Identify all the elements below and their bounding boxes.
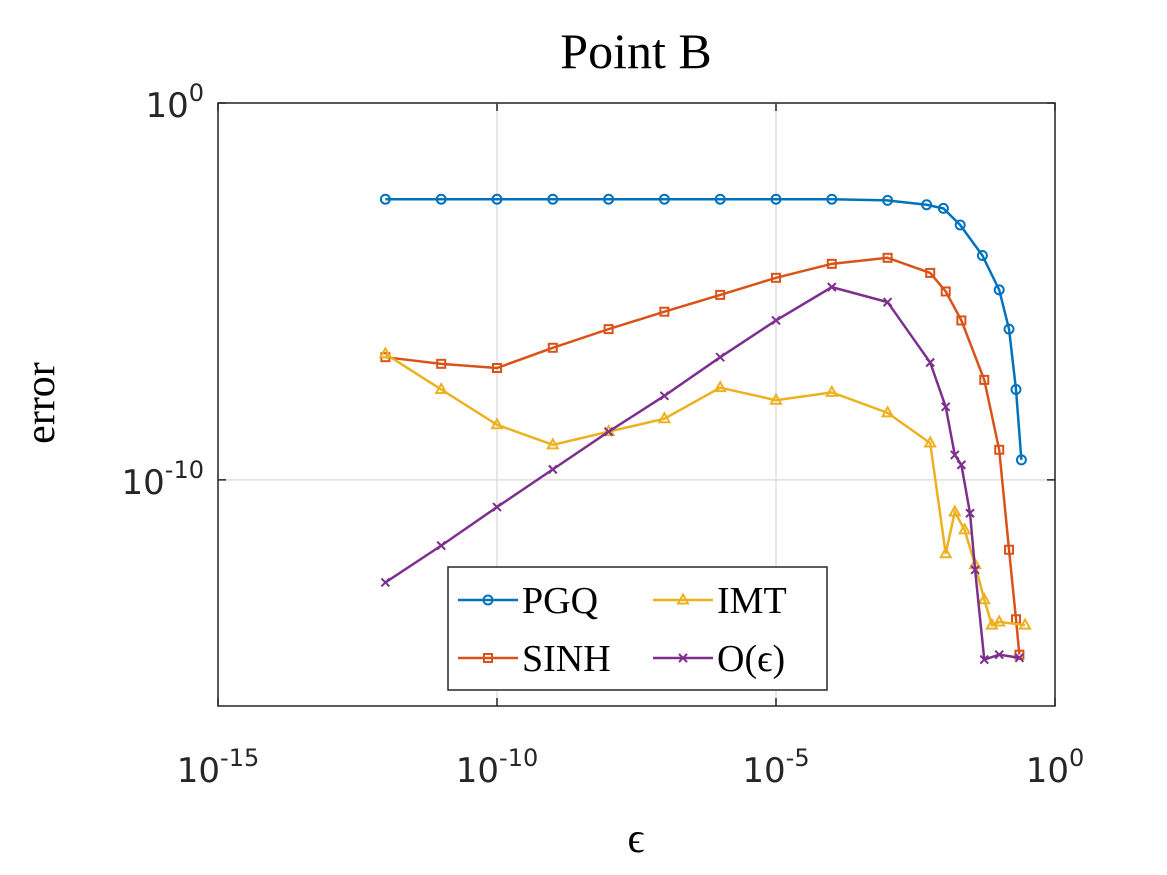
marker bbox=[923, 435, 937, 448]
marker bbox=[979, 654, 989, 665]
marker bbox=[882, 194, 894, 206]
marker bbox=[490, 417, 504, 430]
x-axis-label: ϵ bbox=[627, 816, 644, 862]
series-line bbox=[384, 352, 1026, 627]
marker bbox=[492, 363, 502, 374]
marker bbox=[826, 258, 837, 269]
legend-label: PGQ bbox=[522, 580, 598, 622]
legend-label: O(ϵ) bbox=[717, 638, 785, 680]
marker bbox=[992, 614, 1006, 627]
marker bbox=[957, 522, 972, 535]
chart-title: Point B bbox=[560, 23, 711, 79]
marker bbox=[827, 282, 837, 292]
legend-label: SINH bbox=[522, 638, 611, 680]
marker bbox=[436, 540, 446, 551]
x-tick-label: 100 bbox=[1026, 744, 1085, 791]
x-tick-label: 10-10 bbox=[456, 744, 538, 791]
marker bbox=[657, 411, 672, 424]
marker bbox=[713, 380, 727, 393]
marker bbox=[1014, 653, 1025, 663]
marker bbox=[1003, 323, 1015, 335]
y-tick-label: 10-10 bbox=[122, 456, 204, 503]
marker bbox=[491, 193, 503, 205]
marker bbox=[954, 219, 966, 231]
marker bbox=[769, 392, 783, 405]
y-tick-label: 100 bbox=[145, 79, 204, 126]
marker bbox=[950, 450, 960, 460]
marker bbox=[678, 653, 688, 663]
marker bbox=[436, 358, 447, 369]
marker bbox=[659, 391, 670, 401]
marker bbox=[941, 402, 951, 412]
marker bbox=[956, 315, 967, 326]
marker bbox=[434, 381, 448, 395]
marker bbox=[1015, 454, 1027, 466]
x-tick-label: 10-15 bbox=[177, 744, 259, 791]
marker bbox=[771, 272, 781, 283]
marker bbox=[880, 405, 895, 418]
marker bbox=[492, 502, 502, 512]
marker bbox=[603, 324, 614, 335]
marker bbox=[882, 297, 893, 307]
marker bbox=[994, 649, 1004, 660]
marker bbox=[483, 653, 493, 663]
legend-label: IMT bbox=[717, 580, 787, 622]
marker bbox=[882, 252, 893, 263]
marker bbox=[826, 193, 838, 205]
marker bbox=[1004, 544, 1015, 555]
marker bbox=[939, 546, 953, 559]
marker bbox=[976, 249, 988, 261]
marker bbox=[825, 384, 839, 397]
series-line bbox=[385, 197, 1023, 460]
marker bbox=[603, 426, 614, 437]
marker bbox=[921, 199, 933, 211]
marker bbox=[937, 202, 949, 214]
marker bbox=[925, 267, 936, 278]
marker bbox=[547, 342, 558, 353]
marker bbox=[715, 352, 725, 362]
marker bbox=[676, 592, 690, 605]
marker bbox=[546, 437, 560, 450]
marker bbox=[715, 289, 726, 300]
marker bbox=[379, 193, 391, 205]
marker bbox=[770, 193, 782, 205]
marker bbox=[547, 193, 559, 205]
marker bbox=[435, 193, 447, 205]
marker bbox=[659, 306, 670, 317]
marker bbox=[940, 286, 951, 297]
marker bbox=[994, 444, 1005, 455]
marker bbox=[771, 315, 781, 326]
marker bbox=[979, 374, 990, 385]
marker bbox=[714, 193, 726, 205]
axes-box bbox=[217, 102, 1056, 707]
legend-box bbox=[447, 566, 828, 691]
marker bbox=[970, 565, 980, 575]
marker bbox=[977, 592, 991, 605]
x-tick-label: 10-5 bbox=[742, 744, 809, 791]
marker bbox=[1018, 617, 1032, 630]
series-line bbox=[385, 256, 1021, 655]
marker bbox=[658, 193, 670, 205]
marker bbox=[948, 504, 962, 517]
marker bbox=[380, 577, 391, 588]
marker bbox=[378, 346, 393, 359]
marker bbox=[925, 357, 935, 368]
marker bbox=[965, 508, 975, 518]
marker bbox=[1010, 384, 1022, 396]
y-axis-label: error bbox=[18, 362, 64, 444]
marker bbox=[482, 594, 494, 606]
marker bbox=[548, 464, 558, 475]
marker bbox=[603, 193, 615, 205]
marker bbox=[993, 284, 1005, 296]
marker bbox=[956, 460, 967, 470]
